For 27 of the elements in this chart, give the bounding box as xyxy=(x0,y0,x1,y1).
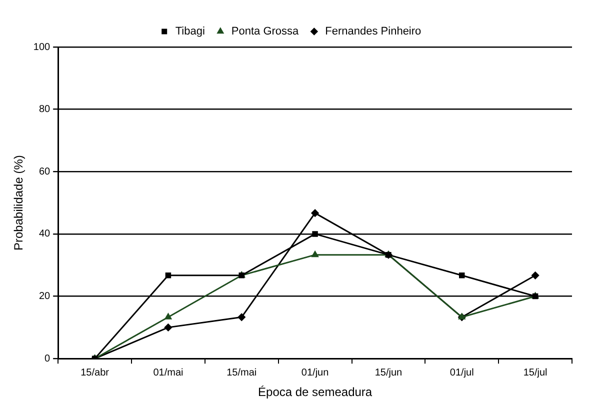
point xyxy=(312,251,318,258)
x-axis-title: Época de semeadura xyxy=(258,385,372,400)
legend-label: Fernandes Pinheiro xyxy=(325,26,422,38)
x-tick-label: 15/abr xyxy=(80,367,110,378)
x-tick-label: 01/jul xyxy=(450,367,474,378)
y-tick-label: 20 xyxy=(38,291,51,302)
x-tick-label: 15/mai xyxy=(226,367,257,378)
x-tick-label: 15/jun xyxy=(374,367,402,378)
point xyxy=(311,209,319,217)
point xyxy=(532,272,540,280)
y-axis-title: Probabilidade (%) xyxy=(12,155,26,250)
point xyxy=(164,313,172,320)
y-tick-label: 100 xyxy=(33,42,51,53)
point xyxy=(459,272,465,278)
legend-label: Ponta Grossa xyxy=(231,26,300,38)
point xyxy=(312,231,318,237)
x-tick-label: 15/jul xyxy=(523,367,548,378)
point xyxy=(238,313,246,321)
y-tick-label: 0 xyxy=(44,353,51,364)
legend-label: Tibagi xyxy=(175,26,205,38)
x-tick-label: 01/jun xyxy=(301,367,329,378)
point xyxy=(164,324,172,332)
point xyxy=(165,272,172,278)
y-tick-label: 80 xyxy=(38,104,51,116)
y-tick-label: 60 xyxy=(38,166,51,178)
y-tick-label: 40 xyxy=(38,228,51,240)
x-tick-label: 01/mai xyxy=(153,367,184,378)
